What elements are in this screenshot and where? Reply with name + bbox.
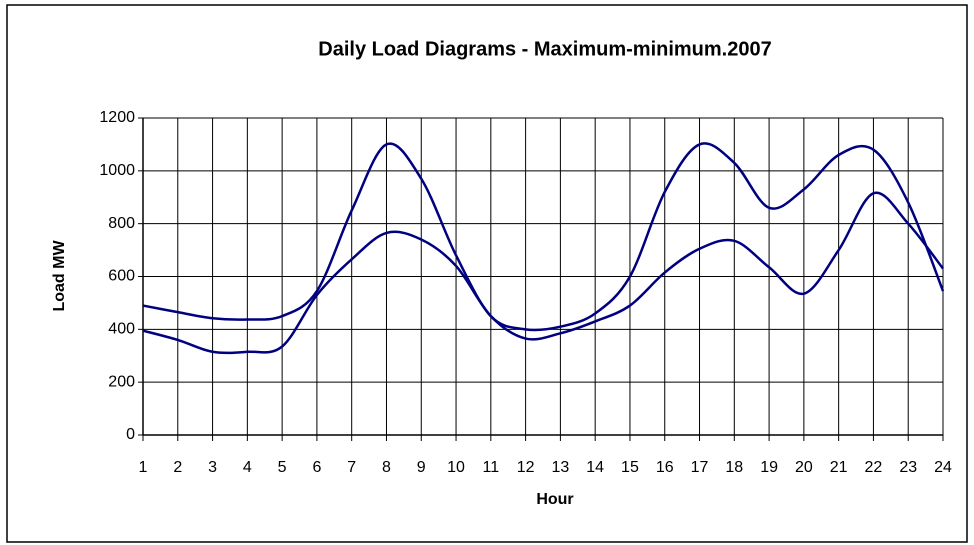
x-tick-label: 10 bbox=[447, 459, 465, 476]
x-tick-label: 1 bbox=[139, 459, 148, 476]
x-tick-label: 18 bbox=[725, 459, 743, 476]
y-tick-label: 0 bbox=[126, 426, 135, 443]
x-tick-label: 8 bbox=[382, 459, 391, 476]
data-line bbox=[142, 191, 944, 355]
chart-frame bbox=[6, 4, 968, 543]
x-tick-label: 23 bbox=[899, 459, 917, 476]
x-tick-label: 7 bbox=[347, 459, 356, 476]
x-tick-label: 13 bbox=[551, 459, 569, 476]
x-tick-label: 2 bbox=[173, 459, 182, 476]
x-tick-label: 5 bbox=[278, 459, 287, 476]
y-tick-label: 400 bbox=[108, 321, 135, 338]
x-tick-label: 11 bbox=[483, 459, 500, 476]
x-tick-label: 6 bbox=[312, 459, 321, 476]
x-tick-label: 19 bbox=[760, 459, 778, 476]
x-tick-label: 20 bbox=[795, 459, 813, 476]
x-tick-label: 3 bbox=[208, 459, 217, 476]
x-tick-label: 17 bbox=[691, 459, 709, 476]
x-tick-label: 22 bbox=[865, 459, 883, 476]
x-tick-label: 15 bbox=[621, 459, 639, 476]
x-tick-label: 12 bbox=[517, 459, 535, 476]
chart-title: Daily Load Diagrams - Maximum-minimum.20… bbox=[318, 38, 771, 60]
data-line bbox=[142, 142, 945, 332]
y-tick-label: 1000 bbox=[99, 162, 135, 179]
x-tick-label: 16 bbox=[656, 459, 674, 476]
y-tick-label: 800 bbox=[108, 215, 135, 232]
x-tick-label: 24 bbox=[934, 459, 952, 476]
y-tick-label: 200 bbox=[108, 373, 135, 390]
x-axis-label: Hour bbox=[536, 491, 573, 508]
y-axis-label: Load MW bbox=[51, 240, 68, 312]
x-tick-label: 9 bbox=[417, 459, 426, 476]
y-tick-label: 600 bbox=[108, 268, 135, 285]
x-tick-label: 21 bbox=[830, 459, 848, 476]
x-tick-label: 14 bbox=[586, 459, 604, 476]
x-tick-label: 4 bbox=[243, 459, 252, 476]
y-tick-label: 1200 bbox=[99, 109, 135, 126]
